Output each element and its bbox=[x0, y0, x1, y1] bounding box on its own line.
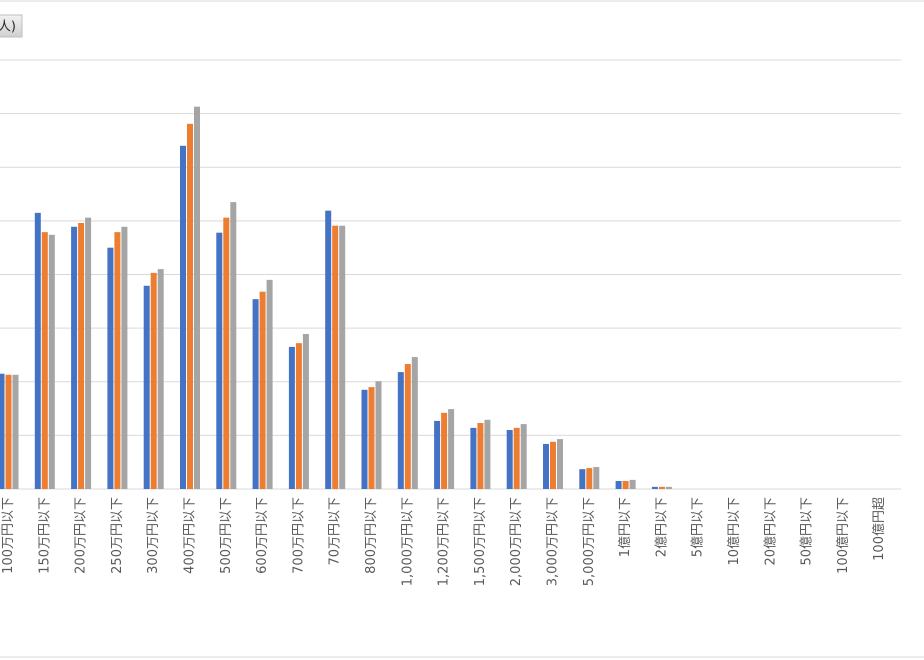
bar bbox=[332, 225, 339, 490]
x-tick-label: 1億円以下 bbox=[617, 497, 633, 557]
bar bbox=[470, 427, 477, 489]
bar bbox=[85, 217, 92, 489]
bar bbox=[629, 479, 636, 489]
bar bbox=[361, 389, 368, 489]
bar bbox=[150, 272, 157, 489]
x-tick-label: 200万円以下 bbox=[74, 497, 89, 574]
x-tick-label: 700万円以下 bbox=[291, 497, 306, 574]
bar bbox=[586, 468, 593, 489]
x-tick-label: 600万円以下 bbox=[255, 497, 270, 574]
x-tick-label: 3,000万円以下 bbox=[546, 497, 561, 586]
bar bbox=[622, 480, 629, 489]
x-tick-label: 5億円以下 bbox=[690, 497, 706, 557]
bar bbox=[78, 223, 85, 489]
bar bbox=[411, 357, 418, 489]
bar bbox=[615, 480, 622, 489]
bar bbox=[506, 430, 513, 489]
bar bbox=[520, 424, 527, 489]
x-tick-label: 1,200万円以下 bbox=[437, 497, 452, 586]
bar bbox=[114, 232, 121, 490]
x-tick-label: 2,000万円以下 bbox=[509, 497, 524, 586]
x-tick-label: 70万円以下 bbox=[328, 497, 343, 566]
x-tick-label: 100億円以下 bbox=[835, 497, 851, 574]
bar bbox=[41, 232, 48, 490]
bar bbox=[12, 374, 19, 489]
bar bbox=[397, 372, 404, 489]
bar bbox=[288, 346, 295, 489]
bar bbox=[557, 439, 563, 489]
bar bbox=[230, 202, 237, 489]
x-tick-label: 1,500万円以下 bbox=[473, 497, 488, 586]
x-tick-label: 50億円以下 bbox=[799, 497, 815, 566]
bar bbox=[107, 247, 114, 489]
bar bbox=[665, 486, 672, 489]
bar bbox=[121, 226, 128, 489]
bar bbox=[34, 212, 41, 490]
bar bbox=[434, 420, 441, 489]
bar bbox=[5, 374, 12, 489]
bar bbox=[593, 467, 600, 489]
bar bbox=[543, 443, 549, 489]
bar bbox=[302, 334, 309, 489]
bar bbox=[180, 145, 186, 490]
x-tick-label: 20億円以下 bbox=[762, 497, 778, 566]
x-tick-label: 100億円超 bbox=[871, 497, 887, 561]
x-tick-label: 400万円以下 bbox=[183, 497, 198, 574]
x-tick-label: 250万円以下 bbox=[110, 497, 125, 574]
bar bbox=[339, 225, 346, 490]
bar bbox=[157, 269, 164, 489]
bar bbox=[651, 486, 658, 489]
bar bbox=[0, 373, 5, 489]
bar bbox=[550, 441, 556, 489]
bar bbox=[143, 285, 150, 489]
bar bbox=[368, 387, 375, 489]
bar bbox=[266, 279, 273, 489]
x-tick-label: 150万円以下 bbox=[37, 497, 52, 574]
x-tick-label: 2億円以下 bbox=[653, 497, 669, 557]
bar bbox=[441, 412, 448, 489]
bar bbox=[658, 486, 665, 489]
bar bbox=[448, 409, 455, 489]
x-tick-label: 800万円以下 bbox=[364, 497, 379, 574]
x-tick-label: 100万円以下 bbox=[1, 497, 16, 574]
bar bbox=[223, 217, 230, 489]
bar bbox=[71, 226, 78, 489]
bar bbox=[513, 427, 520, 489]
bar bbox=[295, 343, 302, 489]
x-tick-label: 10億円以下 bbox=[726, 497, 742, 566]
bar bbox=[477, 423, 484, 489]
title-box bbox=[0, 14, 23, 38]
bar bbox=[404, 364, 411, 489]
bar bbox=[375, 381, 382, 489]
bar bbox=[194, 106, 200, 489]
x-tick-label: 300万円以下 bbox=[146, 497, 161, 574]
bar bbox=[216, 232, 223, 490]
x-tick-label: 5,000万円以下 bbox=[582, 497, 597, 586]
bar bbox=[259, 291, 266, 489]
bar bbox=[579, 469, 586, 489]
bar bbox=[187, 123, 193, 489]
bar bbox=[48, 234, 55, 489]
x-tick-label: 500万円以下 bbox=[219, 497, 234, 574]
chart-title: 人) bbox=[0, 20, 16, 35]
x-tick-label: 1,000万円以下 bbox=[400, 497, 415, 586]
bar bbox=[325, 210, 332, 489]
bar bbox=[252, 299, 259, 489]
bar bbox=[484, 419, 491, 489]
